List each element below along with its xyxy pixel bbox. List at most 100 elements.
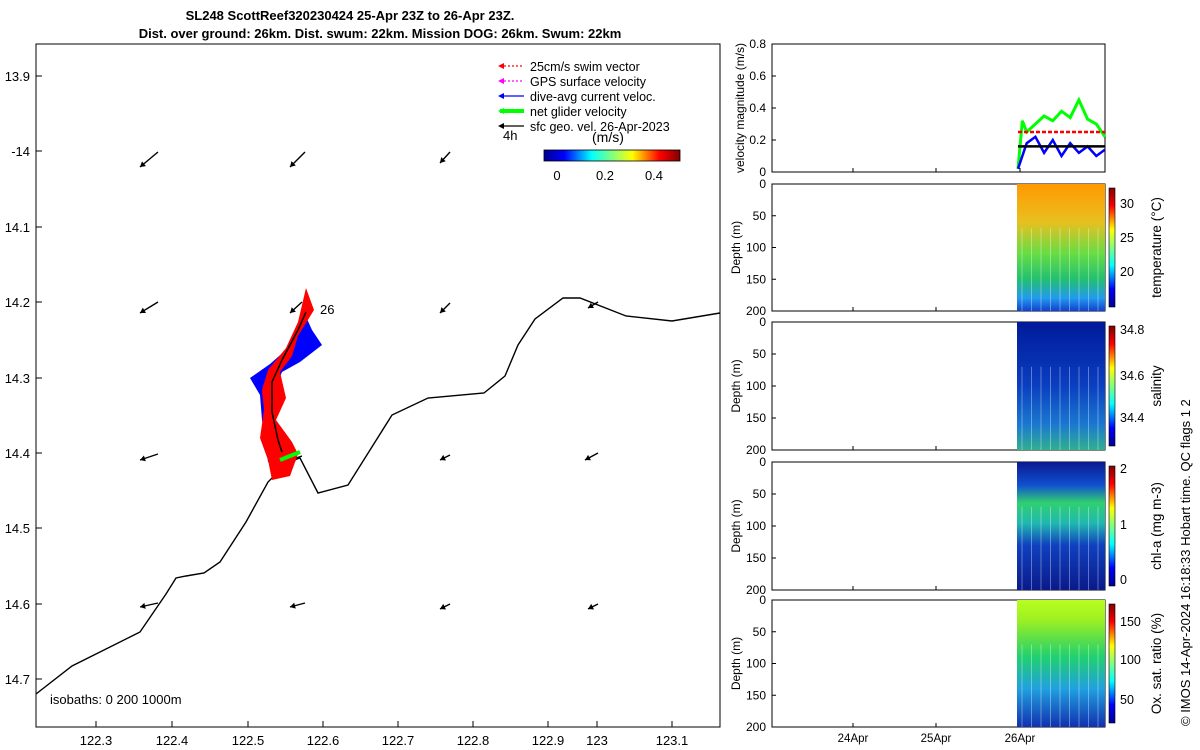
surface-velocity-arrowhead xyxy=(440,454,446,461)
legend-label: dive-avg current veloc. xyxy=(530,90,656,104)
depth-tick-label: 50 xyxy=(753,625,767,639)
legend-label: GPS surface velocity xyxy=(530,75,647,89)
profile-data-field xyxy=(1017,184,1105,311)
velocity-ylabel: velocity magnitude (m/s) xyxy=(733,43,747,173)
legend-label: 25cm/s swim vector xyxy=(530,60,640,74)
map-x-tick-label: 122.4 xyxy=(156,733,189,748)
velocity-y-tick-label: 0 xyxy=(759,165,766,179)
legend-label: net glider velocity xyxy=(530,105,627,119)
depth-tick-label: 150 xyxy=(746,411,766,425)
panel-colorbar-tick-label: 150 xyxy=(1120,615,1141,629)
depth-tick-label: 150 xyxy=(746,551,766,565)
colorbar-label: (m/s) xyxy=(592,129,624,145)
depth-tick-label: 100 xyxy=(746,657,766,671)
glider-track xyxy=(250,288,322,480)
profile-data-field xyxy=(1017,462,1105,590)
panel-frame xyxy=(771,43,1106,173)
depth-tick-label: 150 xyxy=(746,688,766,702)
surface-velocity-arrowhead xyxy=(440,157,446,163)
colorbar-tick-label: 0.2 xyxy=(596,168,614,183)
map-x-tick-label: 123 xyxy=(586,733,608,748)
surface-velocity-arrowhead xyxy=(588,302,594,309)
depth-label: Depth (m) xyxy=(729,499,743,552)
panel-colorbar-label: temperature (°C) xyxy=(1149,197,1164,298)
panel-colorbar-tick-label: 34.4 xyxy=(1120,411,1144,425)
legend-swatch-head xyxy=(498,108,504,114)
velocity-series-line xyxy=(1016,96,1107,169)
map-x-tick-label: 122.3 xyxy=(80,733,113,748)
legend-label: sfc geo. vel. 26-Apr-2023 xyxy=(530,120,670,134)
legend-swatch-head xyxy=(498,63,504,69)
velocity-y-tick-label: 0.8 xyxy=(749,37,766,51)
depth-tick-label: 100 xyxy=(746,379,766,393)
map-colorbar xyxy=(543,149,681,162)
map-x-tick-label: 122.5 xyxy=(232,733,265,748)
depth-tick-label: 0 xyxy=(759,593,766,607)
panel-colorbar-label: Ox. sat. ratio (%) xyxy=(1149,613,1164,714)
panel-colorbar-tick-label: 1 xyxy=(1120,518,1127,532)
map-x-tick-label: 122.9 xyxy=(532,733,565,748)
surface-velocity-arrowhead xyxy=(588,603,594,610)
depth-label: Depth (m) xyxy=(729,637,743,690)
map-colorbar-ticks: 0 0.2 0.4 xyxy=(553,168,663,183)
map-y-tick-label: 14.5 xyxy=(5,521,30,536)
surface-velocity-arrowhead xyxy=(440,603,446,610)
chart-title-line1: SL248 ScottReef320230424 25-Apr 23Z to 2… xyxy=(185,8,515,23)
surface-velocity-arrowhead xyxy=(140,602,146,609)
map-x-tick-label: 123.1 xyxy=(656,733,689,748)
depth-tick-label: 200 xyxy=(746,304,766,318)
legend-swatch-head xyxy=(498,78,504,84)
map-x-tick-label: 122.8 xyxy=(457,733,490,748)
net-velocity-line xyxy=(279,450,301,462)
map-y-tick-label: 13.9 xyxy=(5,69,30,84)
surface-velocity-arrowhead xyxy=(290,602,296,609)
panel-colorbar-tick-label: 34.8 xyxy=(1120,323,1144,337)
map-y-tick-label: 14.3 xyxy=(5,371,30,386)
velocity-series-line xyxy=(1016,134,1106,170)
surface-velocity-arrowhead xyxy=(140,307,146,313)
panel-colorbar-tick-label: 100 xyxy=(1120,653,1141,667)
isobath-line xyxy=(35,297,721,695)
depth-tick-label: 200 xyxy=(746,583,766,597)
swim-vector-band xyxy=(260,288,314,480)
velocity-y-tick-label: 0.6 xyxy=(749,69,766,83)
depth-tick-label: 50 xyxy=(753,487,767,501)
chart-title-line2: Dist. over ground: 26km. Dist. swum: 22k… xyxy=(138,26,622,41)
legend-swatch-head xyxy=(498,93,504,99)
panel-colorbar-label: chl-a (mg m-3) xyxy=(1149,482,1164,570)
surface-velocity-arrowhead xyxy=(140,161,146,167)
surface-velocity-arrowhead xyxy=(290,307,296,313)
panel-x-tick-label: 25Apr xyxy=(921,733,952,745)
day-label: 26 xyxy=(320,302,334,317)
map-y-tick-label: 14.4 xyxy=(5,446,30,461)
depth-tick-label: 0 xyxy=(759,177,766,191)
panel-colorbar-label: salinity xyxy=(1149,365,1164,407)
profile-data-field xyxy=(1017,600,1105,727)
panel-x-tick-label: 24Apr xyxy=(838,733,869,745)
map-x-tick-label: 122.7 xyxy=(382,733,415,748)
panel-colorbar xyxy=(1108,465,1116,587)
depth-tick-label: 200 xyxy=(746,443,766,457)
panel-colorbar xyxy=(1108,325,1116,447)
panel-x-tick-label: 26Apr xyxy=(1005,733,1036,745)
colorbar-tick-label: 0.4 xyxy=(645,168,663,183)
panel-colorbar-tick-label: 0 xyxy=(1120,573,1127,587)
colorbar-tick-label: 0 xyxy=(553,168,560,183)
panel-colorbar-tick-label: 50 xyxy=(1120,693,1134,707)
map-y-tick-label: 14.1 xyxy=(5,220,30,235)
isobath-legend: isobaths: 0 200 1000m xyxy=(50,692,182,707)
hours-label: 4h xyxy=(503,128,517,143)
map-y-tick-label: 14.7 xyxy=(5,672,30,687)
velocity-y-tick-label: 0.2 xyxy=(749,133,766,147)
map-y-ticks: 13.9 -14 14.1 14.2 14.3 14.4 14.5 14.6 14.7 xyxy=(5,69,42,687)
depth-tick-label: 50 xyxy=(753,209,767,223)
map-x-ticks: 122.3 122.4 122.5 122.6 122.7 122.8 122.9 123 12… xyxy=(80,721,689,748)
depth-tick-label: 0 xyxy=(759,315,766,329)
map-x-tick-label: 122.6 xyxy=(307,733,340,748)
surface-velocity-arrowhead xyxy=(585,454,591,461)
map-y-tick-label: 14.6 xyxy=(5,597,30,612)
panel-colorbar-tick-label: 30 xyxy=(1120,197,1134,211)
